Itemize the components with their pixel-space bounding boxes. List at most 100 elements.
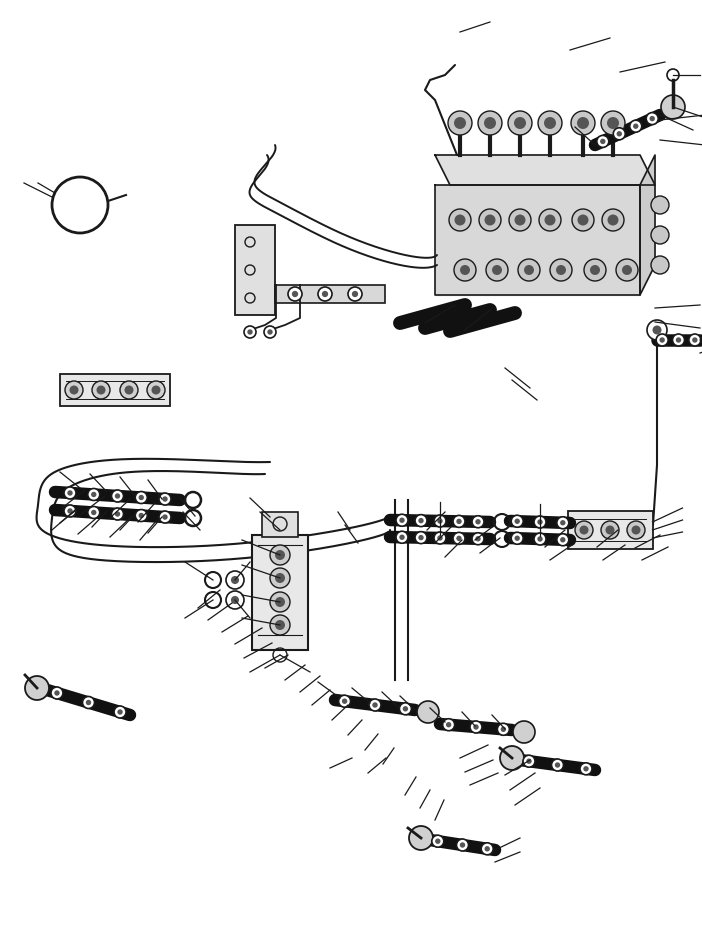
Circle shape xyxy=(138,513,144,518)
Circle shape xyxy=(162,514,168,520)
Circle shape xyxy=(497,724,510,735)
Circle shape xyxy=(112,508,124,520)
Circle shape xyxy=(647,320,667,340)
Circle shape xyxy=(152,385,161,395)
Circle shape xyxy=(91,509,96,515)
Circle shape xyxy=(472,516,484,527)
Circle shape xyxy=(630,120,642,133)
Circle shape xyxy=(270,615,290,635)
Circle shape xyxy=(552,759,564,771)
Bar xyxy=(275,285,385,303)
Circle shape xyxy=(590,265,600,275)
Circle shape xyxy=(454,215,465,225)
Circle shape xyxy=(409,826,433,850)
Circle shape xyxy=(434,532,446,544)
Circle shape xyxy=(270,568,290,588)
Circle shape xyxy=(352,291,358,297)
Circle shape xyxy=(124,385,133,395)
Circle shape xyxy=(601,111,625,135)
Circle shape xyxy=(472,533,484,545)
Circle shape xyxy=(550,259,572,281)
Circle shape xyxy=(417,701,439,723)
Circle shape xyxy=(432,835,444,848)
Circle shape xyxy=(437,535,443,541)
Circle shape xyxy=(622,265,632,275)
Circle shape xyxy=(138,495,144,500)
Circle shape xyxy=(656,334,668,346)
Circle shape xyxy=(96,385,105,395)
Circle shape xyxy=(275,597,285,607)
Circle shape xyxy=(275,573,285,583)
Circle shape xyxy=(435,838,440,844)
Circle shape xyxy=(456,839,468,851)
Circle shape xyxy=(633,123,638,129)
Circle shape xyxy=(545,215,555,225)
Circle shape xyxy=(292,291,298,297)
Circle shape xyxy=(544,117,556,129)
Circle shape xyxy=(453,532,465,545)
Circle shape xyxy=(513,721,535,743)
Circle shape xyxy=(511,532,523,545)
Circle shape xyxy=(511,515,523,527)
Circle shape xyxy=(500,746,524,770)
Circle shape xyxy=(661,95,685,119)
Circle shape xyxy=(479,209,501,231)
Circle shape xyxy=(692,337,698,343)
Circle shape xyxy=(114,706,126,718)
Circle shape xyxy=(501,726,506,732)
Circle shape xyxy=(534,516,546,528)
Circle shape xyxy=(537,519,543,525)
Polygon shape xyxy=(435,185,640,295)
Circle shape xyxy=(460,265,470,275)
Circle shape xyxy=(162,496,168,502)
Circle shape xyxy=(538,111,562,135)
Circle shape xyxy=(443,719,455,731)
Circle shape xyxy=(399,534,404,540)
Circle shape xyxy=(275,620,285,630)
Circle shape xyxy=(91,491,96,497)
Circle shape xyxy=(338,695,350,707)
Circle shape xyxy=(25,676,49,700)
Circle shape xyxy=(484,117,496,129)
Circle shape xyxy=(556,265,566,275)
Circle shape xyxy=(676,337,681,343)
Circle shape xyxy=(115,511,120,517)
Circle shape xyxy=(226,591,244,609)
Circle shape xyxy=(659,337,665,343)
Circle shape xyxy=(270,592,290,612)
Circle shape xyxy=(264,326,276,338)
Circle shape xyxy=(88,507,100,518)
Bar xyxy=(60,374,170,406)
Circle shape xyxy=(322,291,328,297)
Circle shape xyxy=(454,117,466,129)
Circle shape xyxy=(369,699,381,711)
Circle shape xyxy=(526,759,531,764)
Circle shape xyxy=(65,381,83,399)
Circle shape xyxy=(509,209,531,231)
Circle shape xyxy=(524,265,534,275)
Circle shape xyxy=(616,131,622,136)
Circle shape xyxy=(651,196,669,214)
Circle shape xyxy=(649,116,655,121)
Circle shape xyxy=(534,533,546,545)
Circle shape xyxy=(69,385,79,395)
Circle shape xyxy=(399,703,411,715)
Circle shape xyxy=(415,514,427,527)
Circle shape xyxy=(64,487,76,499)
Bar xyxy=(567,511,652,549)
Circle shape xyxy=(578,215,588,225)
Bar xyxy=(262,512,298,537)
Circle shape xyxy=(456,519,462,524)
Circle shape xyxy=(557,534,569,545)
Circle shape xyxy=(454,259,476,281)
Circle shape xyxy=(437,518,443,524)
Circle shape xyxy=(231,576,239,584)
Circle shape xyxy=(372,703,378,707)
Circle shape xyxy=(652,326,661,334)
Circle shape xyxy=(67,491,73,495)
Polygon shape xyxy=(435,155,655,185)
Circle shape xyxy=(651,256,669,274)
Circle shape xyxy=(247,330,253,334)
Circle shape xyxy=(478,111,502,135)
Circle shape xyxy=(267,330,272,334)
